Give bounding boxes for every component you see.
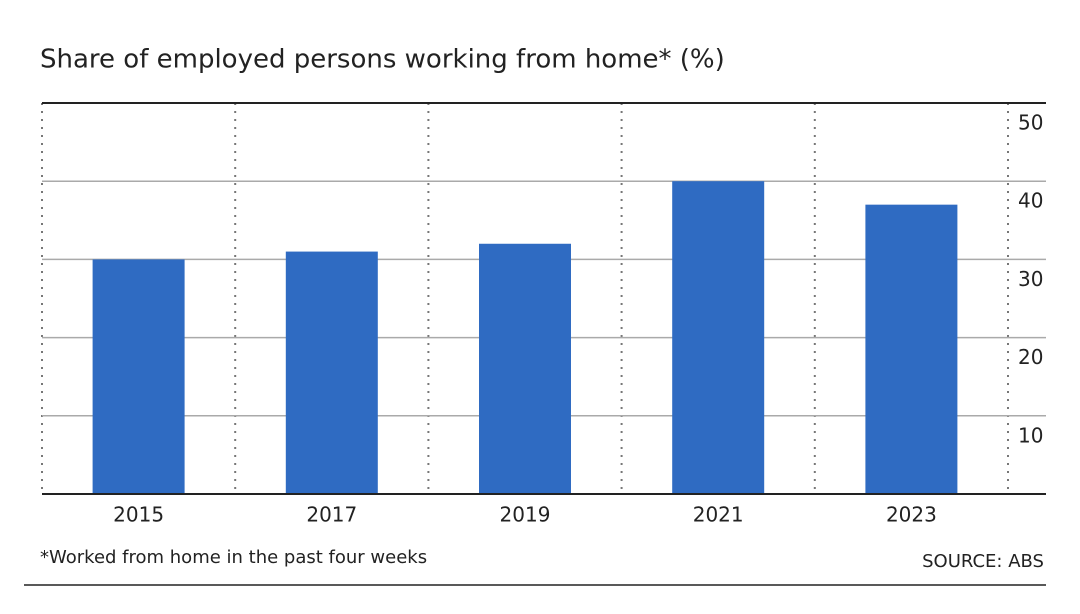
footnote: *Worked from home in the past four weeks — [40, 547, 427, 568]
y-tick-label: 20 — [1018, 345, 1043, 369]
x-tick-label: 2019 — [500, 503, 551, 527]
bar — [672, 181, 765, 494]
y-tick-label: 40 — [1018, 189, 1043, 213]
source: SOURCE: ABS — [922, 551, 1044, 572]
x-tick-label: 2023 — [886, 503, 937, 527]
y-tick-label: 30 — [1018, 267, 1043, 291]
bar — [865, 204, 958, 494]
x-tick-label: 2015 — [113, 503, 164, 527]
y-tick-label: 50 — [1018, 111, 1043, 135]
bar — [479, 243, 571, 494]
x-tick-label: 2021 — [693, 503, 744, 527]
x-tick-label: 2017 — [306, 503, 357, 527]
bar — [92, 259, 185, 494]
chart-title: Share of employed persons working from h… — [40, 45, 725, 75]
bar — [285, 251, 378, 494]
y-tick-label: 10 — [1018, 423, 1043, 447]
